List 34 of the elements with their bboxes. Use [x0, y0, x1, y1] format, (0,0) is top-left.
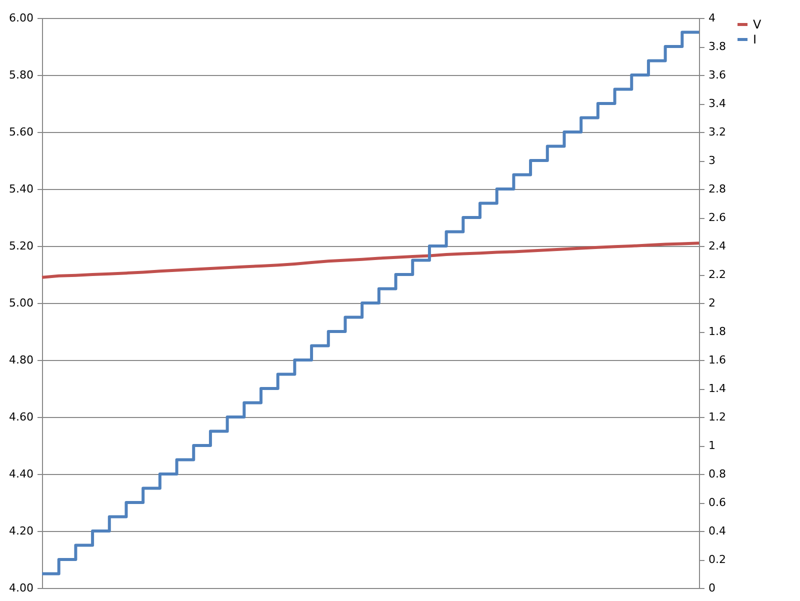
legend-label: V	[753, 18, 762, 32]
y-tick-label: 5.20	[9, 240, 34, 252]
y2-tick-label: 4	[708, 12, 716, 24]
y-tick-label: 4.00	[9, 582, 34, 594]
y2-tick-label: 0.8	[708, 468, 726, 480]
y2-tick-label: 1.6	[708, 354, 726, 366]
y2-tick-label: 3.6	[708, 68, 726, 82]
y2-tick-label: 0.6	[708, 496, 726, 509]
y2-tick-label: 1	[708, 439, 716, 452]
y2-tick-label: 3	[708, 154, 716, 167]
y2-tick-label: 0.2	[708, 553, 726, 566]
y-tick-label: 5.00	[9, 296, 34, 310]
y2-tick-label: 1.8	[708, 325, 726, 338]
y2-tick-label: 1.2	[708, 410, 726, 424]
y2-tick-label: 0	[708, 582, 716, 594]
y-tick-label: 4.60	[9, 410, 34, 424]
y-tick-label: 5.80	[9, 68, 34, 82]
y2-tick-label: 3.2	[708, 126, 726, 138]
y-tick-label: 4.40	[9, 468, 34, 480]
y2-tick-label: 3.4	[708, 97, 726, 110]
y2-tick-label: 2.4	[708, 240, 726, 252]
legend-label: I	[753, 32, 757, 46]
y2-tick-label: 0.4	[708, 524, 726, 538]
y-tick-label: 6.00	[9, 12, 34, 24]
y2-tick-label: 2	[708, 296, 716, 310]
y-tick-label: 4.80	[9, 354, 34, 366]
y2-tick-label: 2.8	[708, 182, 726, 196]
y-tick-label: 5.60	[9, 126, 34, 138]
y-tick-label: 5.40	[9, 182, 34, 196]
y2-tick-label: 1.4	[708, 382, 726, 395]
y2-tick-label: 3.8	[708, 40, 726, 53]
y-tick-label: 4.20	[9, 524, 34, 538]
y2-tick-label: 2.2	[708, 268, 726, 281]
y2-tick-label: 2.6	[708, 211, 726, 224]
